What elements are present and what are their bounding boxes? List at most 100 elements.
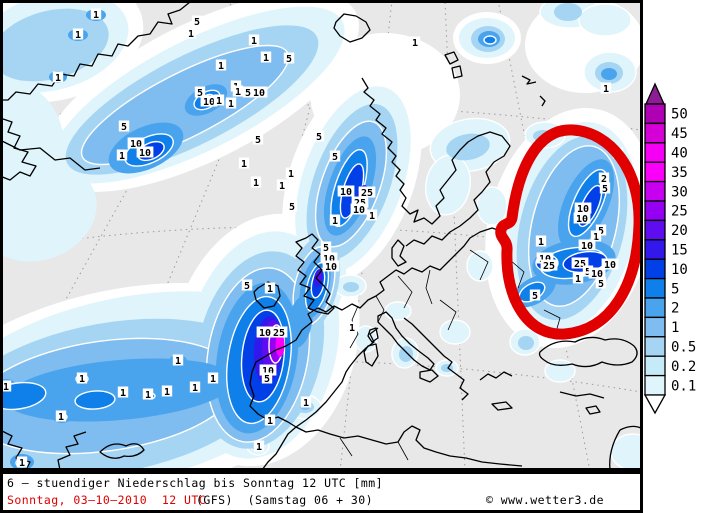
legend-entry <box>645 337 665 356</box>
contour-label: 1 <box>265 283 275 295</box>
contour-label: 25 <box>271 327 288 339</box>
contour-label: 10 <box>323 261 340 273</box>
svg-text:1: 1 <box>228 99 234 110</box>
contour-label: 5 <box>262 373 272 385</box>
contour-label: 5 <box>284 53 294 65</box>
legend-entry <box>645 298 665 317</box>
legend-entry <box>645 104 665 123</box>
svg-text:10: 10 <box>259 328 271 339</box>
svg-text:5: 5 <box>598 279 604 290</box>
weather-map-page: 1115115101510101115115101555111151025251… <box>0 0 704 513</box>
contour-label: 1 <box>117 150 127 162</box>
legend-entry <box>645 182 665 201</box>
contour-label: 1 <box>91 9 101 21</box>
legend-entry-label: 5 <box>671 281 679 297</box>
contour-label: 1 <box>286 168 296 180</box>
svg-text:1: 1 <box>267 284 273 295</box>
legend-entry-label: 2 <box>671 301 679 317</box>
svg-text:1: 1 <box>575 274 581 285</box>
svg-text:1: 1 <box>369 211 375 222</box>
svg-text:1: 1 <box>538 237 544 248</box>
svg-text:1: 1 <box>603 84 609 95</box>
svg-text:1: 1 <box>303 398 309 409</box>
contour-label: 10 <box>602 259 619 271</box>
svg-text:5: 5 <box>332 152 338 163</box>
contour-label: 1 <box>190 382 200 394</box>
contour-label: 10 <box>574 213 591 225</box>
contour-label: 5 <box>253 134 263 146</box>
legend-panel: 5045403530252015105210.50.20.1 <box>643 80 704 425</box>
contour-label: 5 <box>321 242 331 254</box>
svg-text:1: 1 <box>332 216 338 227</box>
contour-label: 10 <box>579 240 596 252</box>
legend-entry <box>645 162 665 181</box>
contour-label: 1 <box>573 273 583 285</box>
svg-text:10: 10 <box>581 241 593 252</box>
svg-text:1: 1 <box>75 30 81 41</box>
svg-text:1: 1 <box>145 390 151 401</box>
svg-text:5: 5 <box>264 374 270 385</box>
svg-text:5: 5 <box>286 54 292 65</box>
contour-label: 1 <box>330 215 340 227</box>
contour-label: 1 <box>17 457 27 469</box>
legend-entry-label: 25 <box>671 204 688 220</box>
svg-text:10: 10 <box>353 205 365 216</box>
contour-label: 1 <box>233 86 243 98</box>
legend-entry-label: 0.5 <box>671 340 696 356</box>
contour-label: 1 <box>53 72 63 84</box>
contour-label: 5 <box>330 151 340 163</box>
svg-text:1: 1 <box>164 387 170 398</box>
svg-text:1: 1 <box>256 442 262 453</box>
legend-entry-label: 15 <box>671 243 688 259</box>
svg-text:1: 1 <box>58 412 64 423</box>
legend-entry-label: 40 <box>671 146 688 162</box>
legend-entry-label: 30 <box>671 184 688 200</box>
contour-label: 1 <box>301 397 311 409</box>
contour-label: 1 <box>162 386 172 398</box>
run-datetime: Sonntag, 03–10–2010 12 UTC <box>7 493 206 507</box>
legend-overflow-arrow <box>646 84 664 104</box>
contour-label: 1 <box>265 415 275 427</box>
contour-label: 1 <box>347 322 357 334</box>
legend-entry-label: 45 <box>671 126 688 142</box>
svg-text:1: 1 <box>93 10 99 21</box>
legend-entry <box>645 240 665 259</box>
svg-text:1: 1 <box>267 416 273 427</box>
svg-text:5: 5 <box>316 132 322 143</box>
svg-text:1: 1 <box>119 151 125 162</box>
legend-entry-label: 35 <box>671 165 688 181</box>
svg-text:1: 1 <box>279 181 285 192</box>
legend-entry <box>645 201 665 220</box>
svg-text:10: 10 <box>604 260 616 271</box>
svg-text:10: 10 <box>253 88 265 99</box>
copyright: © www.wetter3.de <box>486 493 604 507</box>
contour-label: 1 <box>261 52 271 64</box>
contour-label: 1 <box>226 98 236 110</box>
legend-entry-label: 50 <box>671 107 688 123</box>
contour-label: 1 <box>143 389 153 401</box>
contour-label: 1 <box>208 373 218 385</box>
contour-label: 1 <box>367 210 377 222</box>
svg-text:1: 1 <box>218 61 224 72</box>
contour-label: 5 <box>314 131 324 143</box>
contour-label: 1 <box>410 37 420 49</box>
precipitation-map: 1115115101510101115115101555111151025251… <box>0 0 643 471</box>
svg-text:1: 1 <box>412 38 418 49</box>
legend-entry <box>645 220 665 239</box>
svg-text:1: 1 <box>263 53 269 64</box>
svg-text:1: 1 <box>120 388 126 399</box>
svg-text:1: 1 <box>288 169 294 180</box>
svg-text:10: 10 <box>139 148 151 159</box>
contour-label: 5 <box>600 183 610 195</box>
contour-label: 5 <box>242 280 252 292</box>
contour-label: 10 <box>351 204 368 216</box>
legend-entry <box>645 356 665 375</box>
svg-text:5: 5 <box>255 135 261 146</box>
contour-label: 5 <box>287 201 297 213</box>
contour-label: 10 <box>137 147 154 159</box>
svg-text:10: 10 <box>325 262 337 273</box>
svg-text:5: 5 <box>602 184 608 195</box>
svg-text:1: 1 <box>349 323 355 334</box>
svg-text:1: 1 <box>192 383 198 394</box>
contour-label: 1 <box>536 236 546 248</box>
